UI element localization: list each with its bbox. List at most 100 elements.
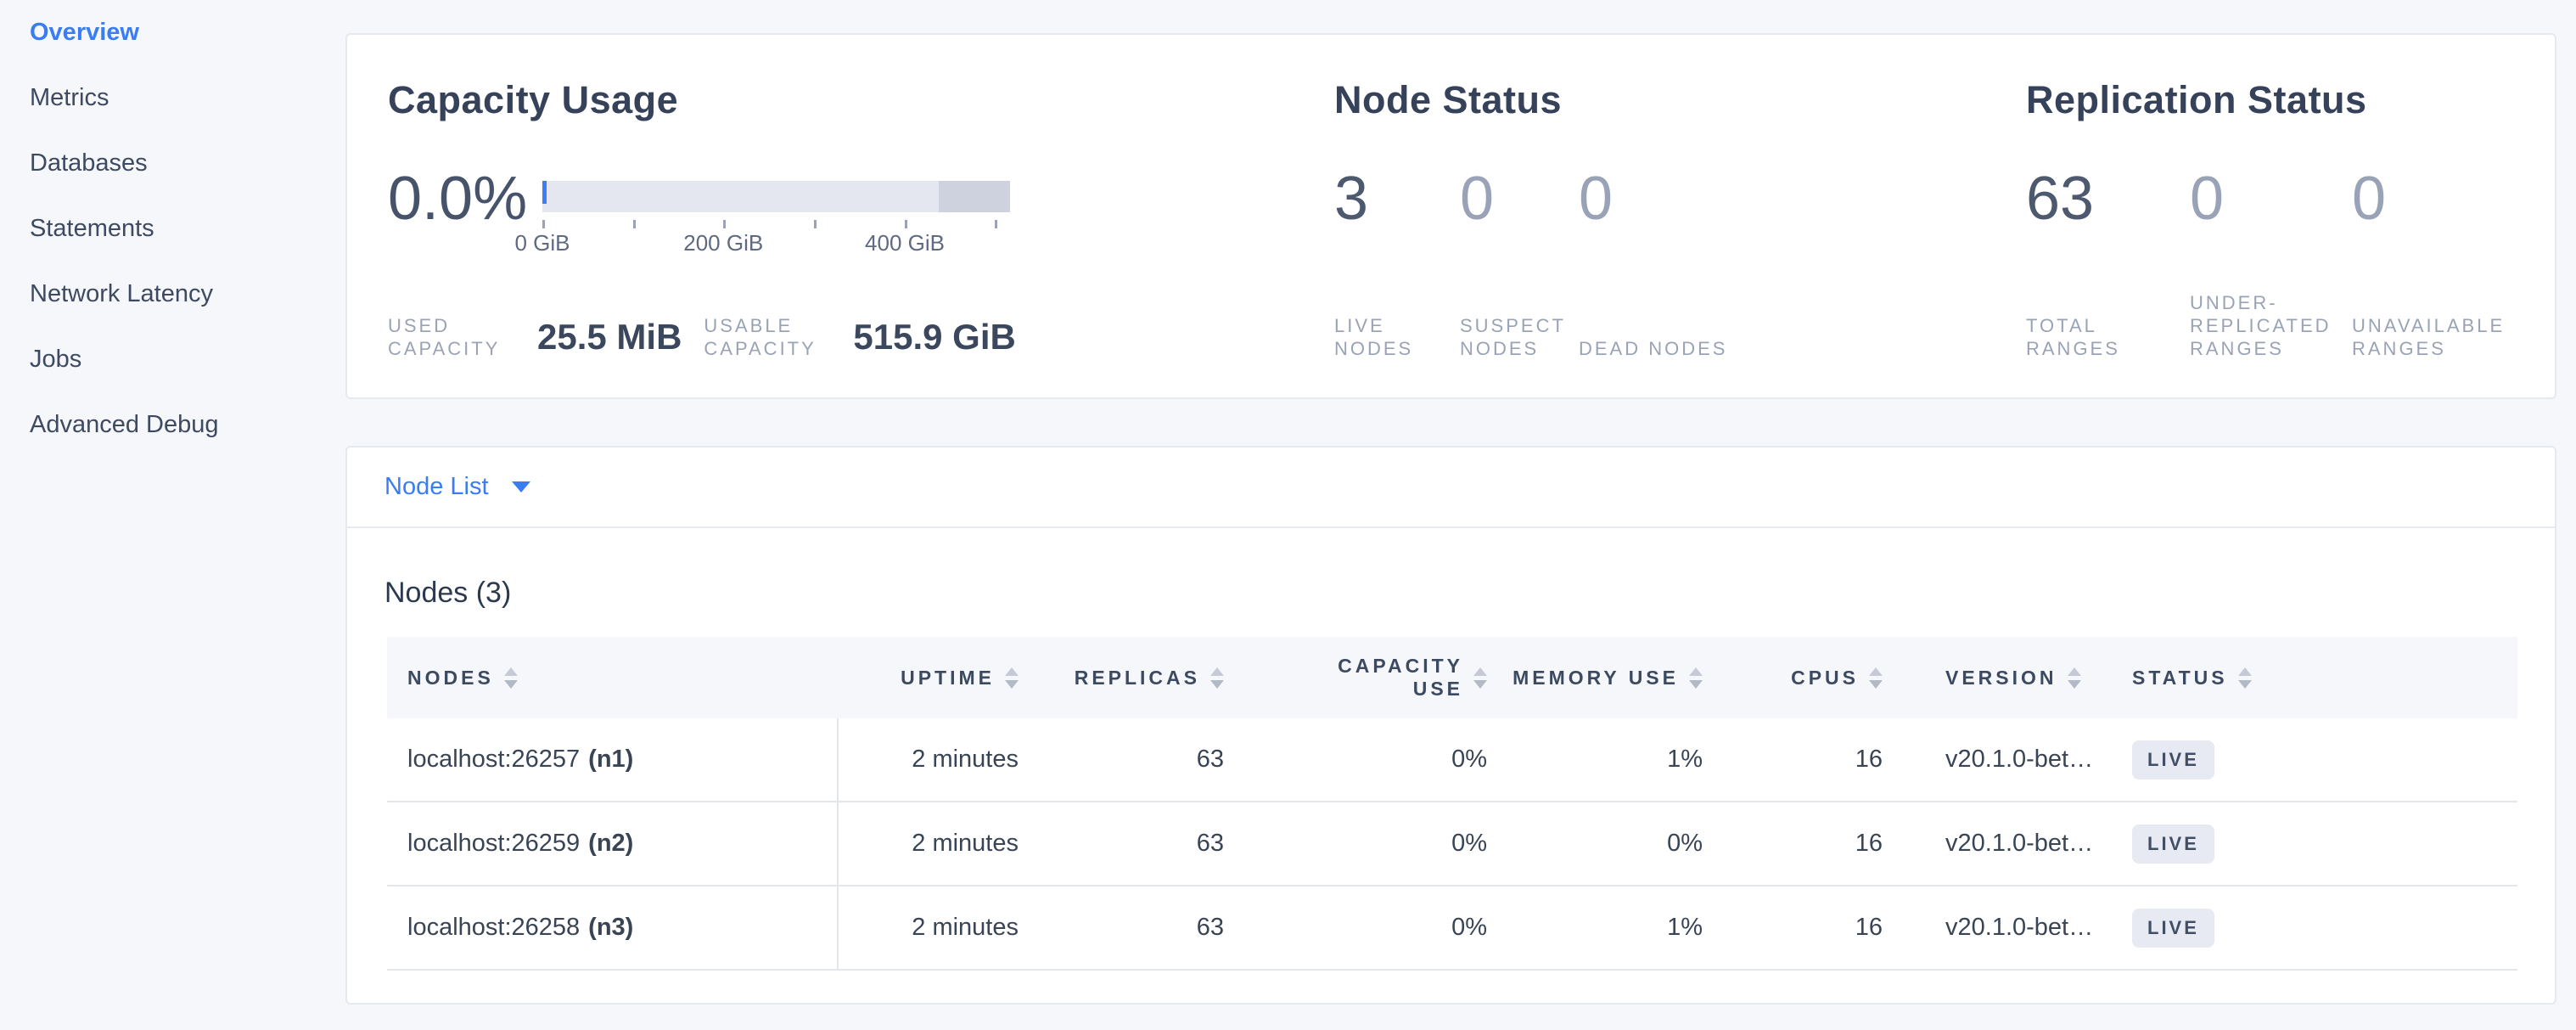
under-replicated-ranges-label: UNDER-REPLICATED RANGES bbox=[2190, 292, 2332, 359]
axis-label-0: 0 GiB bbox=[514, 230, 570, 256]
status-badge: LIVE bbox=[2132, 740, 2214, 780]
sort-icon bbox=[1210, 667, 1224, 689]
usable-capacity-label: USABLE CAPACITY bbox=[704, 315, 817, 359]
version-cell: v20.1.0-bet… bbox=[1945, 830, 2094, 857]
column-header-capacity-use[interactable]: CAPACITY USE bbox=[1234, 637, 1497, 718]
used-capacity-label: USED CAPACITY bbox=[388, 315, 501, 359]
unavailable-ranges-value: 0 bbox=[2352, 165, 2387, 233]
node-status-title: Node Status bbox=[1334, 78, 1563, 121]
chevron-down-icon bbox=[511, 481, 530, 492]
axis-label-400: 400 GiB bbox=[865, 230, 945, 256]
nodes-table: NODES UPTIME REPLICAS CAPACITY USE bbox=[387, 637, 2517, 1003]
capacity-axis-ticks bbox=[542, 212, 1010, 228]
version-cell: v20.1.0-bet… bbox=[1945, 746, 2094, 773]
node-address-cell: localhost:26258 (n3) bbox=[387, 886, 839, 969]
node-address-cell: localhost:26257 (n1) bbox=[387, 718, 839, 801]
suspect-nodes-label: SUSPECT NODES bbox=[1460, 315, 1566, 359]
table-row-node-1[interactable]: localhost:26257 (n1) 2 minutes 63 0% 1% … bbox=[387, 718, 2517, 802]
axis-label-200: 200 GiB bbox=[683, 230, 764, 256]
sidebar-item-databases[interactable]: Databases bbox=[30, 149, 148, 177]
uptime-cell: 2 minutes bbox=[912, 914, 1019, 941]
node-list-card: Node List Nodes (3) NODES UPTIME bbox=[345, 446, 2556, 1005]
version-cell: v20.1.0-bet… bbox=[1945, 914, 2094, 941]
capacity-bar-used-marker bbox=[542, 181, 547, 205]
column-header-replicas[interactable]: REPLICAS bbox=[1029, 637, 1234, 718]
capacity-bar-other-usage bbox=[938, 181, 1010, 212]
cpus-cell: 16 bbox=[1855, 746, 1883, 773]
memory-use-cell: 1% bbox=[1667, 914, 1703, 941]
suspect-nodes-value: 0 bbox=[1460, 165, 1495, 233]
sidebar-item-statements[interactable]: Statements bbox=[30, 215, 154, 242]
memory-use-cell: 1% bbox=[1667, 746, 1703, 773]
uptime-cell: 2 minutes bbox=[912, 746, 1019, 773]
used-capacity-stat: USED CAPACITY 25.5 MiB bbox=[388, 314, 682, 360]
column-header-cpus[interactable]: CPUS bbox=[1713, 637, 1893, 718]
column-header-memory-use[interactable]: MEMORY USE bbox=[1497, 637, 1713, 718]
node-id: (n1) bbox=[588, 746, 634, 773]
used-capacity-value: 25.5 MiB bbox=[537, 317, 682, 357]
sort-icon bbox=[2067, 667, 2081, 689]
sort-icon bbox=[1005, 667, 1019, 689]
sidebar-item-network-latency[interactable]: Network Latency bbox=[30, 280, 213, 307]
status-badge: LIVE bbox=[2132, 908, 2214, 948]
replication-status-section: Replication Status 63 0 0 TOTAL RANGES U… bbox=[2026, 79, 2555, 360]
column-header-status[interactable]: STATUS bbox=[2112, 637, 2517, 718]
total-ranges-value: 63 bbox=[2026, 165, 2095, 233]
capacity-use-cell: 0% bbox=[1451, 746, 1487, 773]
sidebar-item-overview[interactable]: Overview bbox=[30, 19, 139, 46]
replication-status-metrics: 63 0 0 TOTAL RANGES UNDER-REPLICATED RAN… bbox=[2026, 165, 2555, 360]
cpus-cell: 16 bbox=[1855, 914, 1883, 941]
nodes-count-heading: Nodes (3) bbox=[384, 577, 512, 609]
table-row-node-3[interactable]: localhost:26258 (n3) 2 minutes 63 0% 1% … bbox=[387, 886, 2517, 971]
node-address-cell: localhost:26259 (n2) bbox=[387, 802, 839, 885]
cpus-cell: 16 bbox=[1855, 830, 1883, 857]
usable-capacity-stat: USABLE CAPACITY 515.9 GiB bbox=[704, 314, 1015, 360]
column-header-uptime[interactable]: UPTIME bbox=[839, 637, 1029, 718]
capacity-axis-labels: 0 GiB 200 GiB 400 GiB bbox=[514, 230, 1010, 257]
column-header-version[interactable]: VERSION bbox=[1893, 637, 2112, 718]
replicas-cell: 63 bbox=[1196, 746, 1224, 773]
sort-icon bbox=[1473, 667, 1487, 689]
table-row-node-2[interactable]: localhost:26259 (n2) 2 minutes 63 0% 0% … bbox=[387, 802, 2517, 886]
cluster-summary-card: Capacity Usage 0.0% bbox=[345, 33, 2556, 399]
under-replicated-ranges-value: 0 bbox=[2190, 165, 2225, 233]
replication-status-title: Replication Status bbox=[2026, 78, 2367, 121]
node-status-section: Node Status 3 0 0 LIVE NODES SUSPECT NOD… bbox=[1334, 79, 2026, 360]
node-id: (n2) bbox=[588, 830, 634, 857]
status-cell: LIVE bbox=[2112, 886, 2517, 969]
uptime-cell: 2 minutes bbox=[912, 830, 1019, 857]
sort-icon bbox=[503, 667, 518, 689]
capacity-stats: USED CAPACITY 25.5 MiB USABLE CAPACITY 5… bbox=[388, 314, 1334, 360]
capacity-usage-title: Capacity Usage bbox=[388, 78, 679, 121]
main-content: Capacity Usage 0.0% bbox=[345, 0, 2576, 1030]
node-list-dropdown[interactable]: Node List bbox=[384, 473, 530, 501]
total-ranges-label: TOTAL RANGES bbox=[2026, 315, 2120, 359]
sort-icon bbox=[2237, 667, 2252, 689]
replicas-cell: 63 bbox=[1196, 830, 1224, 857]
column-header-nodes[interactable]: NODES bbox=[387, 637, 839, 718]
node-status-metrics: 3 0 0 LIVE NODES SUSPECT NODES DEAD NODE… bbox=[1334, 165, 2026, 360]
dead-nodes-label: DEAD NODES bbox=[1579, 338, 1728, 359]
view-selector-row: Node List bbox=[347, 447, 2555, 528]
sort-icon bbox=[1869, 667, 1883, 689]
node-list-dropdown-label: Node List bbox=[384, 473, 489, 500]
status-cell: LIVE bbox=[2112, 718, 2517, 801]
sidebar-item-advanced-debug[interactable]: Advanced Debug bbox=[30, 411, 219, 438]
capacity-use-cell: 0% bbox=[1451, 914, 1487, 941]
nodes-table-header: NODES UPTIME REPLICAS CAPACITY USE bbox=[387, 637, 2517, 718]
sort-icon bbox=[1689, 667, 1703, 689]
live-nodes-value: 3 bbox=[1334, 165, 1369, 233]
status-badge: LIVE bbox=[2132, 824, 2214, 864]
capacity-usage-chart: 0.0% bbox=[388, 168, 1334, 257]
memory-use-cell: 0% bbox=[1667, 830, 1703, 857]
dead-nodes-value: 0 bbox=[1579, 165, 1614, 233]
sidebar-item-jobs[interactable]: Jobs bbox=[30, 346, 82, 373]
sidebar-item-metrics[interactable]: Metrics bbox=[30, 84, 109, 111]
live-nodes-label: LIVE NODES bbox=[1334, 315, 1414, 359]
replicas-cell: 63 bbox=[1196, 914, 1224, 941]
capacity-bar-track bbox=[542, 181, 1010, 212]
usable-capacity-value: 515.9 GiB bbox=[853, 317, 1016, 357]
sidebar: Overview Metrics Databases Statements Ne… bbox=[0, 0, 345, 1030]
status-cell: LIVE bbox=[2112, 802, 2517, 885]
